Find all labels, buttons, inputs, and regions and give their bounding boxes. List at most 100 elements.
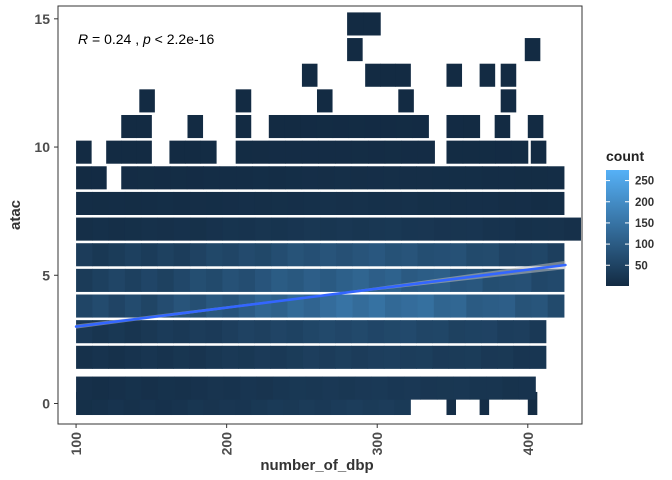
bin-cell bbox=[238, 191, 256, 215]
bin-cell bbox=[140, 345, 158, 369]
bin-cell bbox=[320, 217, 337, 241]
bin-cell bbox=[463, 114, 481, 139]
bin-cell bbox=[301, 63, 318, 87]
bin-cell bbox=[531, 294, 549, 318]
bin-cell bbox=[222, 268, 240, 292]
bin-cell bbox=[271, 268, 288, 292]
bin-cell bbox=[412, 114, 429, 139]
bin-cell bbox=[270, 345, 288, 369]
bin-cell bbox=[300, 114, 318, 139]
bin-cell bbox=[285, 140, 303, 164]
bin-cell bbox=[108, 243, 126, 267]
bin-cell bbox=[235, 89, 252, 113]
bin-cell bbox=[383, 320, 401, 344]
bin-cell bbox=[92, 191, 110, 215]
bin-cell bbox=[255, 217, 272, 241]
bin-cell bbox=[206, 243, 223, 267]
bin-cell bbox=[303, 268, 321, 292]
bin-cell bbox=[238, 320, 255, 344]
bin-cell bbox=[336, 268, 354, 292]
bin-cell bbox=[336, 191, 354, 215]
bin-cell bbox=[448, 345, 466, 369]
y-tick-label: 10 bbox=[34, 139, 50, 155]
y-tick-label: 15 bbox=[34, 11, 50, 27]
bin-cell bbox=[256, 376, 274, 400]
bin-cell bbox=[368, 243, 386, 267]
bin-cell bbox=[184, 140, 202, 164]
bin-cell bbox=[499, 217, 516, 241]
y-axis-title: atac bbox=[7, 200, 24, 230]
bin-cell bbox=[469, 376, 487, 400]
bin-cell bbox=[448, 320, 466, 344]
bin-cell bbox=[351, 345, 369, 369]
bin-cell bbox=[416, 345, 433, 369]
bin-cell bbox=[157, 243, 175, 267]
bin-cell bbox=[396, 114, 413, 139]
bin-cell bbox=[236, 166, 253, 190]
bin-cell bbox=[352, 217, 370, 241]
bin-cell bbox=[76, 217, 93, 241]
bin-cell bbox=[368, 140, 386, 164]
bin-cell bbox=[189, 243, 207, 267]
bin-cell bbox=[416, 166, 434, 190]
bin-cell bbox=[190, 376, 208, 400]
bin-cell bbox=[207, 376, 225, 400]
bin-cell bbox=[380, 63, 396, 87]
bin-cell bbox=[157, 294, 175, 318]
bin-cell bbox=[124, 217, 142, 241]
bin-cell bbox=[531, 166, 549, 190]
bin-cell bbox=[287, 191, 305, 215]
bin-cell bbox=[348, 114, 366, 139]
bin-cell bbox=[465, 166, 483, 190]
bin-cell bbox=[173, 243, 191, 267]
bin-cell bbox=[136, 114, 152, 139]
bin-cell bbox=[76, 191, 93, 215]
bin-cell bbox=[417, 191, 435, 215]
bin-cell bbox=[367, 166, 385, 190]
bin-cell bbox=[124, 294, 142, 318]
bin-cell bbox=[140, 320, 158, 344]
bin-cell bbox=[108, 217, 126, 241]
bin-cell bbox=[481, 320, 498, 344]
bin-cell bbox=[351, 320, 369, 344]
bin-cell bbox=[108, 294, 126, 318]
bin-cell bbox=[305, 376, 323, 400]
legend-colorbar bbox=[606, 170, 629, 286]
bin-cell bbox=[187, 114, 204, 139]
bin-cell bbox=[270, 320, 288, 344]
legend-tick-label: 100 bbox=[635, 239, 654, 251]
bin-cell bbox=[317, 166, 335, 190]
bin-cell bbox=[271, 217, 289, 241]
bin-cell bbox=[124, 268, 142, 292]
bin-cell bbox=[481, 345, 498, 369]
bin-cell bbox=[173, 268, 191, 292]
bin-cell bbox=[189, 217, 207, 241]
bin-cell bbox=[141, 294, 158, 318]
bin-cell bbox=[92, 294, 110, 318]
bin-cell bbox=[106, 140, 122, 164]
bin-cell bbox=[417, 217, 435, 241]
legend-tick-label: 200 bbox=[635, 197, 654, 209]
bin-cell bbox=[479, 63, 496, 87]
y-tick-label: 0 bbox=[42, 395, 50, 411]
bin-cell bbox=[322, 376, 339, 400]
bin-cell bbox=[254, 345, 271, 369]
bin-cell bbox=[272, 376, 290, 400]
bin-cell bbox=[531, 268, 549, 292]
bin-cell bbox=[502, 376, 520, 400]
bin-cell bbox=[464, 345, 482, 369]
bin-cell bbox=[108, 268, 126, 292]
bin-cell bbox=[284, 114, 302, 139]
legend: count 50 100 150 200 250 bbox=[606, 148, 654, 286]
bin-cell bbox=[446, 114, 464, 139]
bin-cell bbox=[498, 166, 516, 190]
bin-cell bbox=[351, 140, 369, 164]
bin-cell bbox=[514, 166, 532, 190]
bin-cell bbox=[303, 294, 321, 318]
bin-cell bbox=[450, 217, 468, 241]
bin-cell bbox=[383, 166, 401, 190]
bin-cell bbox=[338, 376, 356, 400]
bin-cell bbox=[108, 376, 126, 400]
bin-cell bbox=[367, 345, 385, 369]
bin-cell bbox=[173, 191, 191, 215]
